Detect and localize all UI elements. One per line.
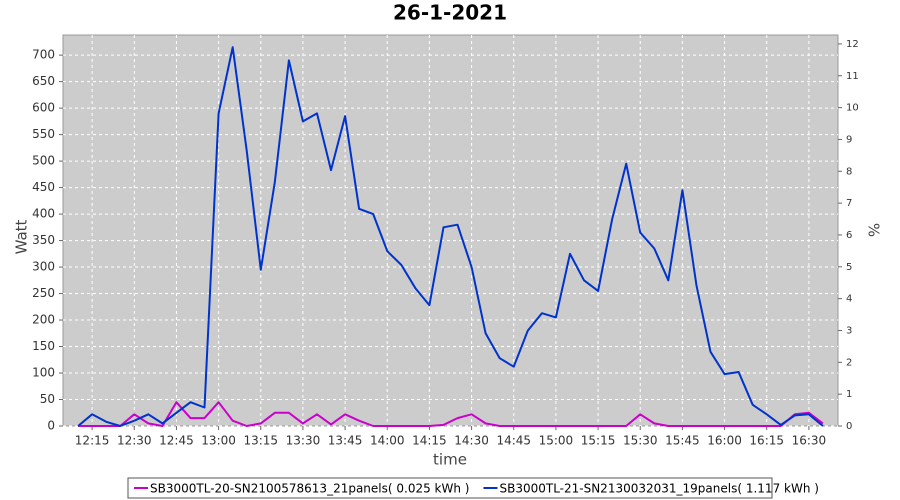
x-tick-label: 15:45: [665, 434, 700, 448]
y2-tick-label: 0: [846, 421, 852, 432]
x-tick-label: 13:00: [201, 434, 236, 448]
series-line: [77, 46, 824, 427]
x-tick-label: 12:45: [159, 434, 194, 448]
legend: [127, 477, 773, 499]
series-line: [78, 401, 824, 427]
y2-tick-label: 7: [846, 198, 852, 209]
y-tick-label: 50: [40, 392, 55, 406]
x-tick-label: 16:30: [792, 434, 827, 448]
y-tick-label: 450: [32, 180, 55, 194]
y2-tick-label: 3: [846, 325, 852, 336]
x-tick-label: 12:15: [75, 434, 110, 448]
x-tick-label: 14:30: [454, 434, 489, 448]
y-tick-label: 350: [32, 233, 55, 247]
y2-tick-label: 2: [846, 357, 852, 368]
y-tick-label: 550: [32, 127, 55, 141]
y2-tick-label: 4: [846, 294, 852, 305]
x-tick-label: 16:00: [707, 434, 742, 448]
y-tick-label: 200: [32, 313, 55, 327]
x-tick-label: 15:15: [581, 434, 616, 448]
x-tick-label: 13:45: [328, 434, 363, 448]
y-axis-label: Watt: [13, 219, 31, 254]
x-tick-label: 14:15: [412, 434, 447, 448]
y2-tick-label: 9: [846, 134, 852, 145]
y-tick-label: 500: [32, 154, 55, 168]
y-tick-label: 600: [32, 101, 55, 115]
y-tick-label: 100: [32, 366, 55, 380]
y2-tick-label: 1: [846, 389, 852, 400]
legend-label: SB3000TL-20-SN2100578613_21panels( 0.025…: [150, 482, 469, 496]
y-tick-label: 650: [32, 74, 55, 88]
chart-title: 26-1-2021: [393, 1, 507, 25]
x-tick-label: 15:30: [623, 434, 658, 448]
x-tick-label: 16:15: [749, 434, 784, 448]
y-tick-label: 400: [32, 207, 55, 221]
y2-axis-label: %: [865, 223, 883, 237]
legend-label: SB3000TL-21-SN2130032031_19panels( 1.117…: [499, 482, 818, 496]
x-axis-label: time: [433, 451, 467, 469]
x-tick-label: 14:45: [496, 434, 531, 448]
y2-tick-label: 12: [846, 39, 859, 50]
x-tick-label: 13:30: [286, 434, 321, 448]
y-tick-label: 150: [32, 339, 55, 353]
x-tick-label: 14:00: [370, 434, 405, 448]
y2-tick-label: 10: [846, 103, 859, 114]
plot-area: [62, 34, 839, 427]
y2-tick-label: 6: [846, 230, 852, 241]
y2-tick-label: 11: [846, 71, 859, 82]
y2-tick-label: 8: [846, 166, 852, 177]
y2-tick-label: 5: [846, 262, 852, 273]
x-tick-label: 12:30: [117, 434, 152, 448]
y-tick-label: 0: [47, 419, 55, 433]
x-tick-label: 15:00: [539, 434, 574, 448]
y-tick-label: 300: [32, 260, 55, 274]
x-tick-label: 13:15: [243, 434, 278, 448]
y-tick-label: 700: [32, 48, 55, 62]
y-tick-label: 250: [32, 286, 55, 300]
